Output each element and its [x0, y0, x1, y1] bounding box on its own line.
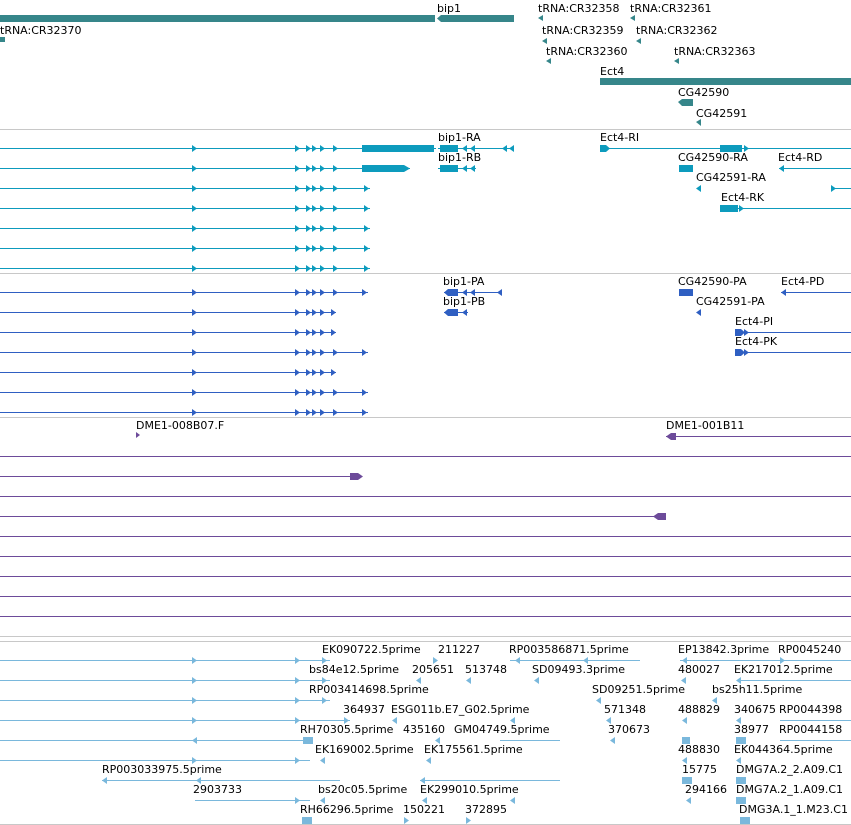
- protein-exon-arrows: [192, 289, 367, 416]
- transcript-label[interactable]: Ect4-RK: [721, 191, 765, 204]
- clone-track: DME1-008B07.F DME1-001B11: [0, 419, 851, 617]
- protein-track: bip1-PA bip1-PB CG42590-PA Ect4-PD CG425…: [0, 275, 851, 416]
- gene-track: bip1 tRNA:CR32370 tRNA:CR32358 tRNA:CR32…: [0, 2, 851, 126]
- gene-label[interactable]: tRNA:CR32370: [0, 24, 82, 37]
- transcript-track: bip1-RA bip1-RB Ect4-RI CG42590-RA Ect4-…: [0, 131, 851, 272]
- est-label[interactable]: 38977: [734, 723, 769, 736]
- est-label[interactable]: 15775: [682, 763, 717, 776]
- est-label[interactable]: ESG011b.E7_G02.5prime: [391, 703, 530, 716]
- gene-feature-arrow: [546, 58, 551, 64]
- transcript-label[interactable]: Ect4-RI: [600, 131, 639, 144]
- est-label[interactable]: 513748: [465, 663, 507, 676]
- est-label[interactable]: EK090722.5prime: [322, 643, 421, 656]
- gene-feature-bar[interactable]: [441, 15, 514, 22]
- bip1-transcripts[interactable]: bip1-RA bip1-RB: [438, 131, 514, 172]
- gene-feature-arrow: [674, 58, 679, 64]
- est-label[interactable]: 364937: [343, 703, 385, 716]
- est-label[interactable]: EP13842.3prime: [678, 643, 769, 656]
- est-label[interactable]: 480027: [678, 663, 720, 676]
- est-label[interactable]: EK217012.5prime: [734, 663, 833, 676]
- est-lines[interactable]: [0, 660, 851, 801]
- protein-label[interactable]: Ect4-PD: [781, 275, 824, 288]
- transcript-label[interactable]: bip1-RA: [438, 131, 481, 144]
- protein-label[interactable]: bip1-PB: [443, 295, 485, 308]
- gene-label[interactable]: tRNA:CR32359: [542, 24, 624, 37]
- est-label[interactable]: DMG7A.2_1.A09.C1: [736, 783, 843, 796]
- gene-label[interactable]: CG42590: [678, 86, 729, 99]
- gene-label[interactable]: Ect4: [600, 65, 624, 78]
- est-label[interactable]: 340675: [734, 703, 776, 716]
- est-label[interactable]: 488830: [678, 743, 720, 756]
- est-arrows: [102, 657, 785, 824]
- est-label[interactable]: RH70305.5prime: [300, 723, 394, 736]
- transcript-label[interactable]: CG42591-RA: [696, 171, 766, 184]
- gene-label[interactable]: tRNA:CR32361: [630, 2, 712, 15]
- est-label[interactable]: EK044364.5prime: [734, 743, 833, 756]
- est-label[interactable]: RP003033975.5prime: [102, 763, 222, 776]
- gene-label[interactable]: tRNA:CR32362: [636, 24, 718, 37]
- protein-label[interactable]: CG42591-PA: [696, 295, 765, 308]
- est-label[interactable]: 2903733: [193, 783, 242, 796]
- ect4-transcripts[interactable]: Ect4-RI CG42590-RA Ect4-RD CG42591-RA Ec…: [600, 131, 851, 212]
- est-track: EK090722.5prime 211227 RP003586871.5prim…: [0, 643, 851, 824]
- est-label[interactable]: 150221: [403, 803, 445, 816]
- est-label[interactable]: SD09251.5prime: [592, 683, 685, 696]
- est-label[interactable]: RH66296.5prime: [300, 803, 394, 816]
- ect4-proteins[interactable]: CG42590-PA Ect4-PD CG42591-PA Ect4-PI Ec…: [678, 275, 851, 356]
- est-label[interactable]: RP0044158: [779, 723, 842, 736]
- gene-label[interactable]: tRNA:CR32360: [546, 45, 628, 58]
- est-label[interactable]: DMG3A.1_1.M23.C1: [739, 803, 848, 816]
- est-label[interactable]: 372895: [465, 803, 507, 816]
- gene-feature-arrow: [696, 119, 701, 126]
- est-label[interactable]: RP003414698.5prime: [309, 683, 429, 696]
- est-label[interactable]: SD09493.3prime: [532, 663, 625, 676]
- protein-label[interactable]: bip1-PA: [443, 275, 485, 288]
- clone-label[interactable]: DME1-001B11: [666, 419, 744, 432]
- est-label[interactable]: RP0045240: [778, 643, 841, 656]
- est-label[interactable]: EK299010.5prime: [420, 783, 519, 796]
- gene-feature-bar[interactable]: [0, 15, 435, 22]
- protein-label[interactable]: Ect4-PI: [735, 315, 773, 328]
- gene-label[interactable]: tRNA:CR32358: [538, 2, 620, 15]
- bip1-proteins[interactable]: bip1-PA bip1-PB: [443, 275, 502, 316]
- protein-label[interactable]: Ect4-PK: [735, 335, 778, 348]
- est-label[interactable]: bs84e12.5prime: [309, 663, 399, 676]
- est-label[interactable]: RP0044398: [779, 703, 842, 716]
- est-label[interactable]: 205651: [412, 663, 454, 676]
- transcript-label[interactable]: Ect4-RD: [778, 151, 822, 164]
- gene-label[interactable]: tRNA:CR32363: [674, 45, 756, 58]
- est-label[interactable]: bs20c05.5prime: [318, 783, 408, 796]
- est-label[interactable]: 488829: [678, 703, 720, 716]
- gene-feature-arrow: [437, 15, 441, 22]
- transcript-label[interactable]: bip1-RB: [438, 151, 481, 164]
- clone-lines[interactable]: DME1-008B07.F DME1-001B11: [0, 419, 851, 617]
- clone-label[interactable]: DME1-008B07.F: [136, 419, 224, 432]
- gene-feature-arrow: [678, 99, 693, 106]
- gene-feature-arrow: [630, 15, 635, 21]
- transcript-label[interactable]: CG42590-RA: [678, 151, 748, 164]
- est-labels[interactable]: EK090722.5prime 211227 RP003586871.5prim…: [102, 643, 848, 816]
- est-label[interactable]: RP003586871.5prime: [509, 643, 629, 656]
- est-label[interactable]: 294166: [685, 783, 727, 796]
- est-label[interactable]: 211227: [438, 643, 480, 656]
- gene-feature-arrow: [636, 38, 641, 44]
- est-label[interactable]: GM04749.5prime: [454, 723, 550, 736]
- transcript-exon-arrows: [192, 145, 434, 272]
- gene-label[interactable]: CG42591: [696, 107, 747, 120]
- gene-feature-arrow: [0, 37, 5, 42]
- est-label[interactable]: EK175561.5prime: [424, 743, 523, 756]
- gene-feature-arrow: [542, 38, 547, 44]
- est-label[interactable]: bs25h11.5prime: [712, 683, 802, 696]
- est-label[interactable]: DMG7A.2_2.A09.C1: [736, 763, 843, 776]
- gene-feature-arrow: [538, 15, 543, 21]
- est-label[interactable]: 571348: [604, 703, 646, 716]
- est-label[interactable]: 435160: [403, 723, 445, 736]
- protein-label[interactable]: CG42590-PA: [678, 275, 747, 288]
- gene-label[interactable]: bip1: [437, 2, 461, 15]
- est-label[interactable]: EK169002.5prime: [315, 743, 414, 756]
- gene-feature-bar[interactable]: [600, 78, 851, 85]
- est-label[interactable]: 370673: [608, 723, 650, 736]
